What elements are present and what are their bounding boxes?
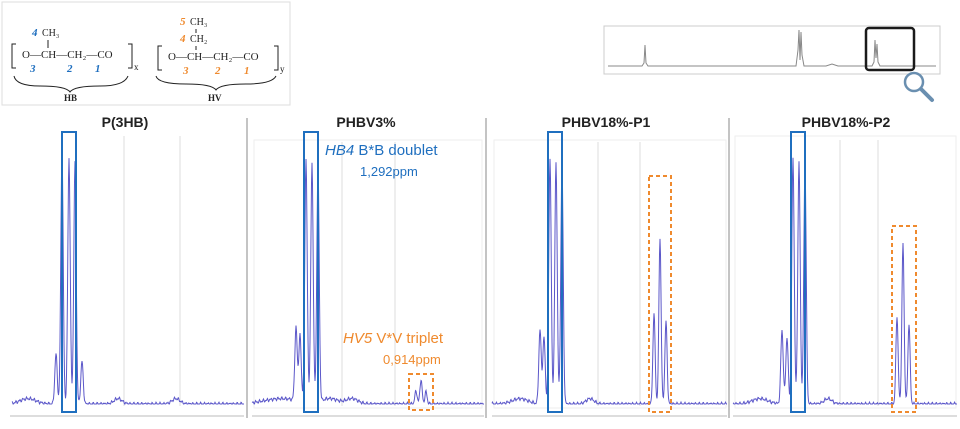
hv-side-chain-ch2: CH₂: [190, 34, 207, 45]
hv-num-1: 1: [244, 65, 250, 77]
hv-num-3: 3: [182, 65, 189, 77]
panel-title: P(3HB): [102, 114, 149, 130]
hb-index: x: [134, 62, 139, 72]
hv-triplet-highlight: [648, 175, 672, 413]
panel-title: PHBV18%-P2: [802, 114, 891, 130]
hv-num-2: 2: [214, 65, 221, 77]
hb-doublet-highlight: [303, 131, 319, 413]
hb-doublet-highlight: [790, 131, 806, 413]
spectrum-trace: [732, 157, 957, 405]
hb-doublet-highlight: [61, 131, 77, 413]
hb-num-1: 1: [95, 63, 101, 75]
panel-grid: [123, 136, 181, 406]
hv-index: y: [280, 64, 285, 74]
panel-title: PHBV3%: [336, 114, 396, 130]
hb-num-3: 3: [29, 63, 36, 75]
hb-backbone: O—CH—CH₂—CO: [22, 49, 113, 61]
panel-grid: [839, 140, 879, 406]
panel-grid: [597, 142, 641, 406]
spectrum-trace: [251, 158, 484, 405]
hb-num-2: 2: [66, 63, 73, 75]
panel-title: PHBV18%-P1: [562, 114, 651, 130]
hv-backbone: O—CH—CH₂—CO: [168, 51, 259, 63]
hv-side-chain-ch3: CH₃: [190, 17, 207, 28]
magnifier-icon: [903, 71, 934, 102]
hv-num-5: 5: [180, 16, 186, 28]
chemical-structure: 4 CH₃ O—CH—CH₂—CO 3 2 1 x HB 5 CH₃ 4 CH₂…: [1, 1, 291, 106]
zoom-region-box: [864, 26, 916, 72]
spectrum-panel-phbv18-p1: PHBV18%-P1: [491, 114, 727, 413]
spectrum-panel-p3hb: P(3HB): [11, 114, 244, 413]
spectrum-panel-phbv3: PHBV3% HB4 B*B doublet 1,292ppm HV5 V*V …: [251, 114, 484, 413]
hv-num-4: 4: [179, 33, 186, 45]
hb-num-4: 4: [31, 27, 38, 39]
hb4-ppm: 1,292ppm: [360, 164, 418, 179]
hv5-annotation: HV5 V*V triplet: [343, 330, 444, 347]
hb-label: HB: [64, 93, 77, 103]
hv-triplet-highlight: [408, 373, 434, 411]
hv-label: HV: [208, 93, 222, 103]
overview-spectrum: [603, 25, 941, 102]
hv5-ppm: 0,914ppm: [383, 352, 441, 367]
overview-trace: [608, 29, 936, 67]
spectrum-trace: [491, 158, 727, 405]
panel-grid: [341, 142, 396, 406]
spectrum-trace: [11, 154, 244, 405]
spectrum-panel-phbv18-p2: PHBV18%-P2: [732, 114, 957, 413]
hb-side-chain: CH₃: [42, 28, 59, 39]
hb4-annotation: HB4 B*B doublet: [325, 142, 438, 159]
hb-doublet-highlight: [547, 131, 563, 413]
